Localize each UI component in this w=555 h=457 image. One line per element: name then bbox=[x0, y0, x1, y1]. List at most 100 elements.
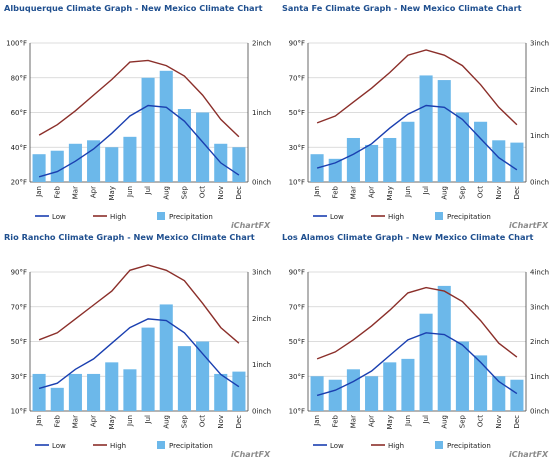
y2-tick-label: 0inch bbox=[252, 179, 271, 187]
watermark: jChartFX bbox=[507, 450, 549, 457]
legend-low-label: Low bbox=[330, 213, 344, 221]
bar bbox=[87, 373, 101, 411]
watermark: jChartFX bbox=[229, 450, 271, 457]
chart-panel-rio-rancho: Rio Rancho Climate Graph - New Mexico Cl… bbox=[0, 229, 277, 457]
bar bbox=[510, 142, 524, 182]
y-tick-label: 40°F bbox=[11, 144, 27, 152]
x-tick-label: Apr bbox=[368, 186, 376, 198]
y-tick-label: 50°F bbox=[289, 338, 305, 346]
bar bbox=[123, 136, 137, 182]
x-tick-label: Aug bbox=[162, 415, 170, 429]
x-tick-label: May bbox=[108, 415, 116, 429]
y2-tick-label: 2inch bbox=[530, 86, 549, 94]
y-tick-label: 70°F bbox=[11, 303, 27, 311]
line-high bbox=[38, 59, 240, 138]
watermark: jChartFX bbox=[507, 221, 549, 228]
x-tick-label: Oct bbox=[477, 186, 485, 198]
legend-precip-swatch bbox=[435, 212, 443, 220]
x-tick-label: Sep bbox=[180, 414, 188, 428]
x-tick-label: Feb bbox=[53, 414, 61, 427]
bar bbox=[510, 379, 524, 411]
x-tick-label: Jul bbox=[422, 186, 430, 196]
x-tick-label: Sep bbox=[458, 185, 466, 199]
x-tick-label: May bbox=[386, 415, 394, 429]
x-tick-label: Apr bbox=[368, 415, 376, 427]
y-tick-label: 50°F bbox=[289, 109, 305, 117]
chart-title: Albuquerque Climate Graph - New Mexico C… bbox=[4, 3, 263, 13]
bar bbox=[87, 140, 101, 182]
x-tick-label: Jan bbox=[35, 186, 43, 198]
y2-tick-label: 1inch bbox=[530, 132, 549, 140]
bar bbox=[474, 121, 488, 182]
x-tick-label: May bbox=[108, 186, 116, 200]
x-tick-label: Jun bbox=[126, 186, 134, 198]
x-tick-label: Nov bbox=[495, 186, 503, 200]
y-tick-label: 60°F bbox=[11, 109, 27, 117]
x-tick-label: Mar bbox=[71, 186, 79, 199]
bar bbox=[214, 373, 228, 411]
bar bbox=[419, 313, 433, 411]
x-tick-label: Jul bbox=[422, 415, 430, 425]
bar bbox=[196, 341, 210, 411]
bar bbox=[474, 355, 488, 411]
legend-precip-swatch bbox=[157, 212, 165, 220]
y-tick-label: 80°F bbox=[11, 74, 27, 82]
bar bbox=[196, 112, 210, 182]
bar bbox=[159, 304, 173, 411]
y2-tick-label: 1inch bbox=[530, 373, 549, 381]
bar bbox=[455, 341, 469, 411]
line-high bbox=[316, 49, 518, 126]
line-low bbox=[38, 104, 240, 178]
legend-precip-label: Precipitation bbox=[447, 442, 491, 450]
legend-low-label: Low bbox=[330, 442, 344, 450]
bar bbox=[159, 70, 173, 182]
bar bbox=[68, 143, 82, 182]
y-tick-label: 70°F bbox=[289, 74, 305, 82]
legend-high-label: High bbox=[110, 442, 126, 450]
bar bbox=[123, 369, 137, 411]
x-tick-label: Jun bbox=[404, 415, 412, 427]
x-tick-label: May bbox=[386, 186, 394, 200]
bar bbox=[328, 379, 342, 411]
y2-tick-label: 4inch bbox=[530, 269, 549, 277]
y2-tick-label: 0inch bbox=[252, 408, 271, 416]
legend-low-label: Low bbox=[52, 213, 66, 221]
bar bbox=[328, 158, 342, 182]
bar bbox=[346, 369, 360, 411]
x-tick-label: Jul bbox=[144, 186, 152, 196]
chart-title: Rio Rancho Climate Graph - New Mexico Cl… bbox=[4, 232, 255, 242]
y2-tick-label: 2inch bbox=[530, 338, 549, 346]
y-tick-label: 20°F bbox=[11, 179, 27, 187]
legend-high-label: High bbox=[388, 442, 404, 450]
bar bbox=[177, 346, 191, 411]
bar bbox=[68, 373, 82, 411]
y-tick-label: 30°F bbox=[11, 373, 27, 381]
bar bbox=[310, 376, 324, 411]
bar bbox=[177, 109, 191, 182]
x-tick-label: Mar bbox=[349, 415, 357, 428]
bar bbox=[50, 387, 64, 411]
y-tick-label: 10°F bbox=[11, 408, 27, 416]
bar bbox=[105, 147, 119, 182]
x-tick-label: Feb bbox=[331, 185, 339, 198]
legend-precip-swatch bbox=[157, 441, 165, 449]
x-tick-label: Aug bbox=[440, 186, 448, 200]
y-tick-label: 10°F bbox=[289, 408, 305, 416]
x-tick-label: Sep bbox=[458, 414, 466, 428]
bar bbox=[365, 144, 379, 182]
x-tick-label: Apr bbox=[90, 415, 98, 427]
bar bbox=[365, 376, 379, 411]
bar bbox=[141, 77, 155, 182]
x-tick-label: Mar bbox=[71, 415, 79, 428]
line-high bbox=[316, 286, 518, 360]
chart-svg: 10°F 30°F 50°F 70°F 90°F 0inch 1inch 2inch 3inch… bbox=[289, 40, 550, 229]
x-tick-label: Dec bbox=[513, 186, 521, 200]
chart-panel-albuquerque: Albuquerque Climate Graph - New Mexico C… bbox=[0, 0, 277, 228]
x-tick-label: Jun bbox=[126, 415, 134, 427]
y-tick-label: 50°F bbox=[11, 338, 27, 346]
chart-title: Santa Fe Climate Graph - New Mexico Clim… bbox=[282, 3, 522, 13]
y-tick-label: 90°F bbox=[289, 40, 305, 48]
x-tick-label: Jan bbox=[313, 415, 321, 427]
bar bbox=[141, 327, 155, 411]
x-tick-label: Oct bbox=[199, 186, 207, 198]
